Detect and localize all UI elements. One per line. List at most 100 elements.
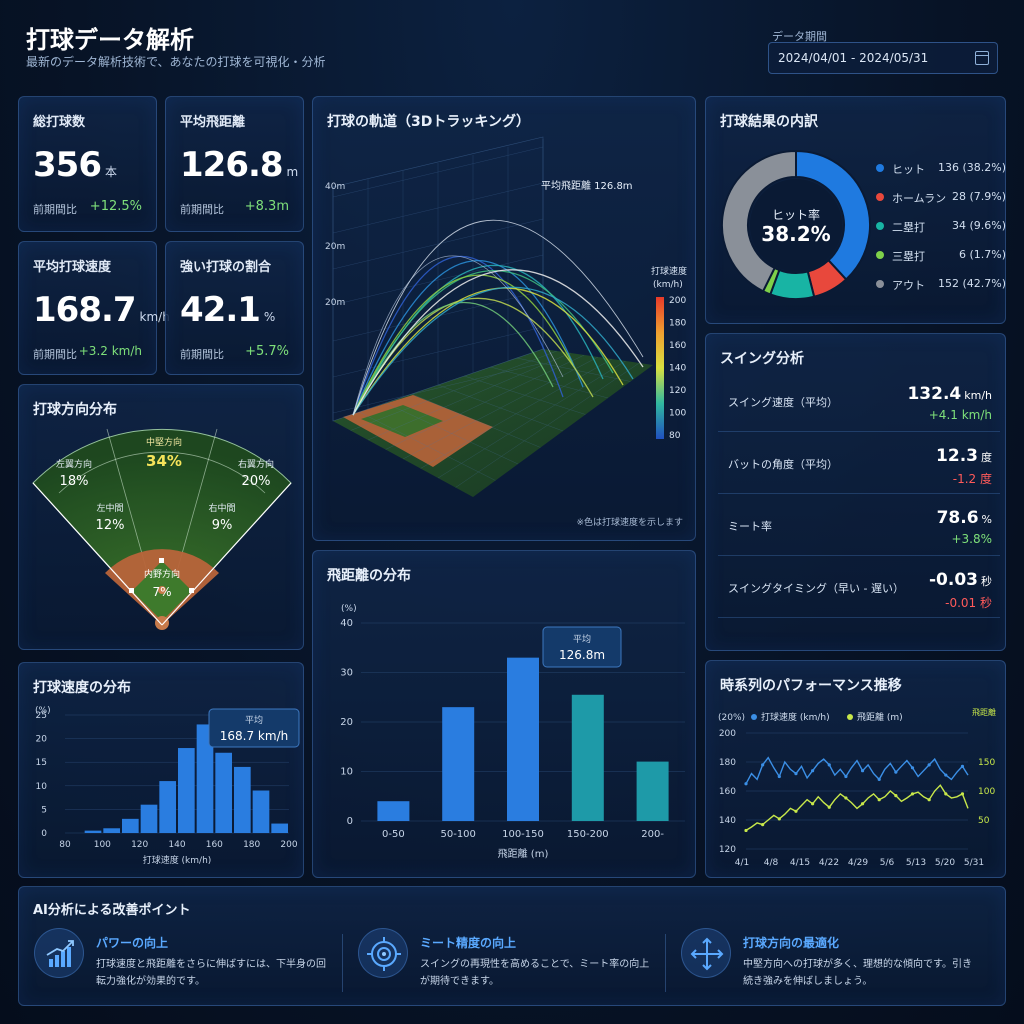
bar[interactable]	[636, 761, 669, 821]
histogram-bar[interactable]	[196, 724, 214, 833]
timeseries-chart: (20%) 飛距離 打球速度 (km/h) 飛距離 (m) 200 180 160 140 12…	[718, 707, 996, 868]
results-panel: 打球結果の内訳 ヒット率 38.2% ヒット 136 (38.2%) ホームラン 28…	[705, 96, 1006, 324]
series-point	[894, 770, 898, 774]
ai-panel: AI分析による改善ポイント	[18, 886, 1006, 1006]
legend-value: 136 (38.2%)	[937, 161, 1006, 174]
legend-label: 飛距離 (m)	[857, 711, 903, 723]
period-value: 2024/04/01 - 2024/05/31	[778, 51, 929, 65]
timeseries-title: 時系列のパフォーマンス推移	[720, 678, 902, 694]
colorbar-tick: 120	[669, 386, 686, 396]
donut-slice[interactable]	[795, 149, 871, 281]
results-donut-chart: ヒット率 38.2%	[721, 149, 871, 300]
ai-item-power[interactable]: パワーの向上 打球速度と飛距離をさらに伸ばすには、下半身の回転力強化が効果的です…	[34, 922, 334, 1006]
speed-dist-title: 打球速度の分布	[33, 680, 131, 696]
kpi-strong-ratio: 強い打球の割合 42.1% 前期間比 +5.7%	[165, 241, 304, 375]
histogram-bar[interactable]	[252, 790, 270, 833]
grid-line	[385, 354, 585, 450]
y-right-tick: 150	[978, 758, 995, 768]
avg-callout-value: 126.8m	[559, 648, 605, 662]
series-point	[811, 802, 815, 806]
ai-item-desc: 打球速度と飛距離をさらに伸ばすには、下半身の回転力強化が効果的です。	[96, 959, 326, 987]
ai-item-direction[interactable]: 打球方向の最適化 中堅方向への打球が多く、理想的な傾向です。引き続き強みを伸ばし…	[681, 922, 991, 1006]
legend-item[interactable]: ホームラン 28 (7.9%)	[876, 190, 1006, 205]
x-axis-label: 飛距離 (m)	[498, 847, 549, 860]
trajectory-line	[352, 260, 584, 416]
period-picker[interactable]: 2024/04/01 - 2024/05/31	[768, 42, 998, 74]
legend-label: 打球速度 (km/h)	[761, 711, 830, 723]
histogram-bar[interactable]	[84, 830, 102, 833]
x-tick-label: 5/31	[964, 858, 984, 868]
bar[interactable]	[442, 707, 475, 821]
y-tick-label: 10	[36, 782, 48, 792]
trajectory-line	[352, 255, 564, 416]
histogram-bar[interactable]	[215, 752, 232, 833]
x-tick-label: 200	[280, 840, 297, 850]
kpi-avg-distance: 平均飛距離 126.8 m 前期間比 +8.3m	[165, 96, 304, 232]
zone-center-name: 中堅方向	[146, 436, 182, 448]
axis-tick: 20m	[325, 242, 345, 252]
legend-item[interactable]: アウト 152 (42.7%)	[876, 277, 1006, 292]
x-tick-label: 180	[243, 840, 260, 850]
grid-line	[490, 366, 609, 399]
grid-line	[420, 358, 612, 469]
swing-name: スイングタイミング（早い - 遅い）	[728, 582, 904, 595]
y-axis-label: (%)	[35, 706, 51, 716]
direction-panel: 打球方向分布 中堅方向 34% 左翼方向 18% 右翼方向 20% 左中間 12…	[18, 384, 304, 650]
series-line	[745, 784, 969, 831]
legend-item[interactable]: 二塁打 34 (9.6%)	[876, 219, 1006, 234]
page-title: 打球データ解析	[26, 26, 194, 54]
move-arrows-icon	[681, 928, 731, 978]
avg-callout-value: 168.7 km/h	[220, 729, 288, 743]
x-tick-label: 4/29	[848, 858, 868, 868]
y-tick-label: 25	[36, 711, 47, 721]
legend-dot	[876, 164, 884, 172]
series-point	[877, 777, 881, 781]
legend-item[interactable]: ヒット 136 (38.2%)	[876, 161, 1006, 176]
y-left-axis-label: (20%)	[718, 713, 745, 723]
histogram-bar[interactable]	[103, 828, 120, 833]
donut-slice[interactable]	[721, 149, 797, 293]
legend-dot	[876, 193, 884, 201]
kpi-delta: +3.2 km/h	[78, 344, 142, 358]
bar[interactable]	[507, 657, 539, 821]
x-tick-label: 140	[168, 840, 185, 850]
bar[interactable]	[571, 694, 604, 821]
grid-line	[332, 326, 544, 378]
series-point	[927, 763, 931, 767]
series-point	[894, 794, 898, 798]
grid-line	[332, 254, 544, 306]
bar[interactable]	[377, 801, 410, 821]
trajectory-line	[352, 286, 634, 416]
trajectory-line	[352, 269, 614, 416]
histogram-bar[interactable]	[234, 766, 251, 833]
histogram-bar[interactable]	[159, 781, 176, 833]
series-point	[827, 763, 831, 767]
series-point	[860, 769, 865, 773]
kpi-label: 平均飛距離	[180, 115, 246, 130]
kpi-value: 356 本	[33, 145, 117, 185]
zone-infield-name: 内野方向	[144, 568, 180, 580]
trajectory-panel: 打球の軌道（3Dトラッキング） 40m 20m 20m 平均飛距離 126.8m…	[312, 96, 696, 541]
series-point	[910, 792, 915, 796]
grid-line	[411, 393, 541, 448]
avg-callout-label: 平均	[573, 633, 591, 645]
legend-item[interactable]: 三塁打 6 (1.7%)	[876, 248, 1006, 263]
series-point	[794, 809, 798, 813]
histogram-bar[interactable]	[271, 823, 288, 833]
histogram-bar[interactable]	[122, 818, 139, 833]
calendar-icon[interactable]	[975, 51, 989, 65]
series-point	[944, 792, 948, 796]
trajectory-line	[352, 274, 574, 416]
y-tick-label: 0	[347, 816, 353, 827]
y-tick-label: 30	[340, 668, 353, 679]
y-tick-label: 0	[41, 829, 47, 839]
trajectory-line	[352, 219, 644, 416]
histogram-bar[interactable]	[178, 748, 195, 833]
grid-line	[516, 357, 631, 382]
histogram-bar[interactable]	[140, 804, 158, 833]
ai-item-title: 打球方向の最適化	[743, 936, 840, 950]
donut-center-label: ヒット率	[772, 207, 820, 222]
ai-item-desc: 中堅方向への打球が多く、理想的な傾向です。引き続き強みを伸ばしましょう。	[743, 959, 972, 987]
ai-item-accuracy[interactable]: ミート精度の向上 スイングの再現性を高めることで、ミート率の向上が期待できます。	[358, 922, 658, 1006]
zone-rightcenter-name: 右中間	[208, 502, 235, 514]
